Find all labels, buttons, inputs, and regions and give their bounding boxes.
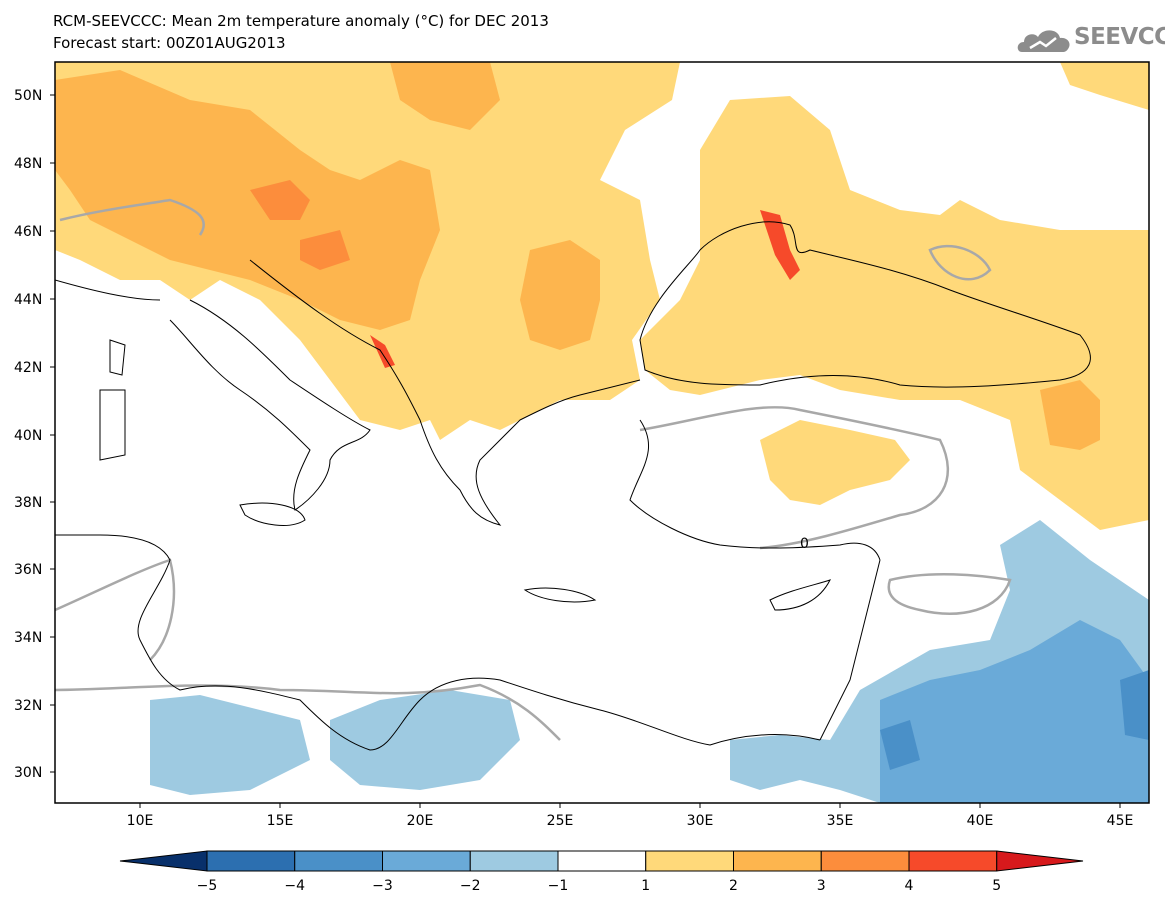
seevccc-logo: SEEVCCC: [1016, 22, 1165, 58]
lat-tick-label: 36N: [14, 562, 42, 578]
warm-anomaly-ne-corner: [1060, 62, 1149, 110]
cool-anomaly-2to3: [880, 620, 1149, 803]
colorbar-label: −4: [284, 878, 305, 894]
lon-tick-label: 45E: [1107, 813, 1134, 829]
zero-contours: [55, 198, 1012, 741]
cool-anomaly-1to2-libya: [330, 690, 520, 790]
warm-anomaly-1to2-east: [640, 96, 1149, 530]
lat-tick-label: 38N: [14, 495, 42, 511]
warm-anomaly-2to3-romania: [520, 240, 600, 350]
map-title: RCM-SEEVCCC: Mean 2m temperature anomaly…: [53, 12, 549, 30]
colorbar-segment: [469, 850, 559, 872]
contour-label: 0: [800, 536, 809, 552]
coastlines: [55, 221, 1091, 751]
anomaly-fields: [55, 62, 1149, 803]
colorbar-label: 2: [729, 878, 738, 894]
lon-tick-label: 40E: [967, 813, 994, 829]
colorbar-label: −2: [460, 878, 481, 894]
colorbar-segment: [645, 850, 734, 872]
latitude-axis: 50N 48N 46N 44N 42N 40N 38N 36N 34N 32N …: [14, 88, 42, 781]
lat-tick-label: 44N: [14, 292, 42, 308]
lat-tick-label: 32N: [14, 698, 42, 714]
warm-anomaly-2to3: [55, 70, 440, 330]
warm-anomaly-anatolia: [760, 420, 910, 505]
colorbar-high-arrow: [996, 850, 1084, 872]
map-frame: [54, 61, 1150, 804]
colorbar-label: 4: [905, 878, 914, 894]
lon-tick-label: 35E: [827, 813, 854, 829]
lat-tick-label: 50N: [14, 88, 42, 104]
lon-tick-label: 30E: [687, 813, 714, 829]
lat-tick-label: 34N: [14, 630, 42, 646]
colorbar-label: 3: [817, 878, 826, 894]
colorbar-label: −1: [548, 878, 569, 894]
colorbar-label: 1: [641, 878, 650, 894]
lon-tick-label: 20E: [407, 813, 434, 829]
lon-tick-label: 10E: [127, 813, 154, 829]
colorbar-low-arrow: [119, 850, 208, 872]
cool-anomaly-1to2: [150, 695, 310, 795]
lat-tick-label: 48N: [14, 156, 42, 172]
logo-text: SEEVCCC: [1074, 24, 1165, 50]
warm-anomaly-2to3-north: [390, 62, 500, 130]
colorbar-segment: [382, 850, 471, 872]
lon-tick-label: 15E: [267, 813, 294, 829]
colorbar-label: −3: [372, 878, 393, 894]
colorbar-segment: [557, 850, 647, 872]
lon-tick-label: 25E: [547, 813, 574, 829]
colorbar-label: −5: [197, 878, 218, 894]
colorbar-label: 5: [992, 878, 1001, 894]
colorbar-segment: [294, 850, 383, 872]
map-subtitle: Forecast start: 00Z01AUG2013: [53, 34, 286, 52]
colorbar: −5 −4 −3 −2 −1 1 2 3 4 5: [119, 850, 1084, 894]
colorbar-segment: [908, 850, 998, 872]
warm-anomaly-3to4: [250, 180, 350, 270]
lat-tick-label: 42N: [14, 360, 42, 376]
cloud-icon: [1017, 30, 1070, 52]
cool-anomaly-3to4: [880, 670, 1149, 770]
warm-anomaly-2to3-caucasus: [1040, 380, 1100, 450]
colorbar-segment: [820, 850, 910, 872]
longitude-axis: 10E 15E 20E 25E 30E 35E 40E 45E: [127, 813, 1134, 829]
lat-tick-label: 30N: [14, 765, 42, 781]
colorbar-segment: [206, 850, 296, 872]
colorbar-segment: [733, 850, 822, 872]
lat-tick-label: 46N: [14, 224, 42, 240]
lat-tick-label: 40N: [14, 428, 42, 444]
